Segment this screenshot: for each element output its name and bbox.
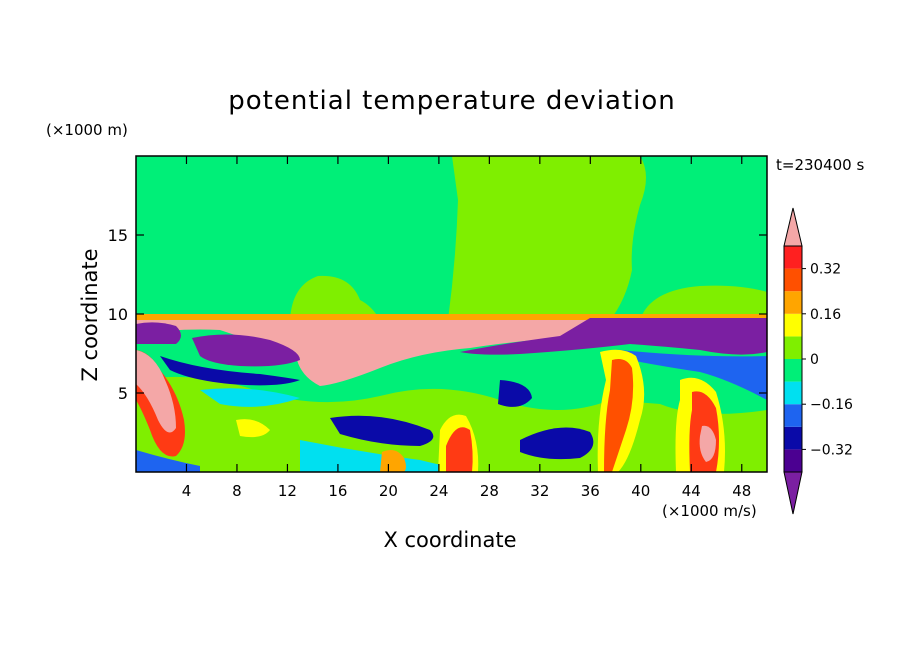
field-upper-lime-right — [640, 285, 767, 320]
field-bottom-blue — [136, 450, 200, 472]
field-violet-left — [136, 322, 181, 344]
colorbar-segment — [784, 404, 802, 427]
field-eddy-blue-3 — [498, 380, 532, 407]
colorbar-bottom-extension — [783, 471, 803, 515]
x-axis-label: X coordinate — [383, 528, 517, 552]
y-tick-label: 15 — [108, 226, 128, 245]
colorbar-top-extension — [783, 207, 803, 247]
y-ticks-group: 5 10 15 — [108, 226, 767, 403]
field-plume-orange-4 — [380, 450, 406, 472]
y-tick-label: 5 — [118, 384, 128, 403]
field-plume-red-1 — [446, 427, 473, 472]
field-upper-lime-plume — [448, 156, 646, 320]
x-tick-label: 44 — [682, 482, 701, 500]
x-tick-label: 12 — [278, 482, 297, 500]
colorbar: 0.32 0.16 0 −0.16 −0.32 — [783, 207, 853, 515]
chart-title: potential temperature deviation — [228, 86, 676, 116]
x-ticks-group: 4 8 12 16 20 24 28 32 36 40 44 48 — [182, 156, 751, 500]
x-tick-label: 4 — [182, 482, 192, 500]
colorbar-segment — [784, 426, 802, 450]
field-blue-band — [160, 356, 300, 386]
colorbar-segment — [784, 291, 802, 314]
field-violet-right — [460, 318, 767, 355]
colorbar-segment — [784, 313, 802, 337]
field-plume-yellow-5 — [236, 419, 270, 438]
field-plume-pink-3 — [699, 425, 716, 462]
colorbar-segment — [784, 246, 802, 269]
colorbar-segment — [784, 268, 802, 292]
field-eddy-blue-1 — [330, 415, 434, 446]
heatmap-field — [136, 156, 767, 472]
colorbar-segment — [784, 449, 802, 472]
y-tick-label: 10 — [108, 305, 128, 324]
timestamp-label: t=230400 s — [776, 156, 865, 174]
x-tick-label: 24 — [429, 482, 448, 500]
colorbar-tick-label: 0.32 — [810, 262, 841, 278]
colorbar-tick-label: −0.16 — [810, 397, 853, 413]
z-units-label: (×1000 m) — [46, 121, 128, 139]
x-tick-label: 20 — [379, 482, 398, 500]
x-tick-label: 28 — [480, 482, 499, 500]
field-upper-lime-bumps — [290, 275, 380, 320]
colorbar-segment — [784, 359, 802, 382]
field-cyan-band — [200, 388, 300, 407]
colorbar-segment — [784, 336, 802, 359]
field-eddy-blue-2 — [520, 427, 594, 460]
field-tropopause-orange — [136, 314, 767, 320]
field-plume-red-2 — [604, 359, 634, 472]
x-tick-label: 36 — [581, 482, 600, 500]
colorbar-segment — [784, 381, 802, 405]
field-left-pink — [136, 350, 176, 433]
x-tick-label: 16 — [328, 482, 347, 500]
colorbar-tick-label: 0.16 — [810, 307, 841, 323]
x-tick-label: 48 — [732, 482, 751, 500]
x-tick-label: 8 — [232, 482, 242, 500]
x-units-label: (×1000 m/s) — [662, 502, 757, 520]
x-tick-label: 40 — [631, 482, 650, 500]
field-blue-right — [620, 350, 767, 400]
field-violet-mid — [192, 334, 300, 367]
x-tick-label: 32 — [530, 482, 549, 500]
colorbar-tick-label: −0.32 — [810, 442, 853, 458]
colorbar-tick-label: 0 — [810, 352, 819, 368]
